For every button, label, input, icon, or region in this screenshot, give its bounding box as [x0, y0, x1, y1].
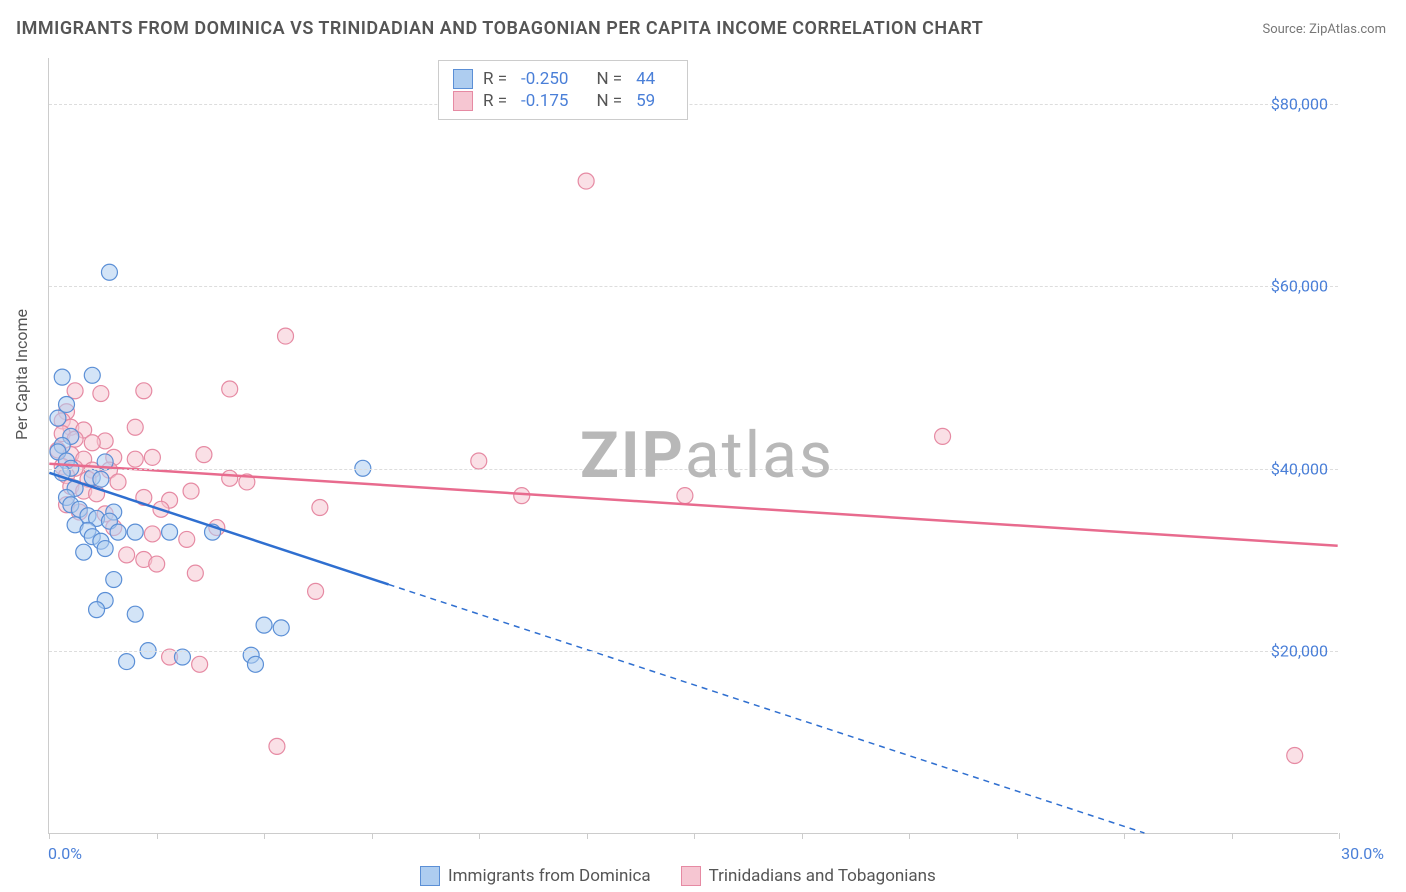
scatter-point — [127, 524, 143, 540]
legend-stats-row-a: R = -0.250 N = 44 — [453, 69, 673, 89]
scatter-point — [1287, 748, 1303, 764]
y-tick-label: $40,000 — [1271, 459, 1328, 478]
n-value-b: 59 — [636, 91, 655, 111]
scatter-point — [136, 383, 152, 399]
n-value-a: 44 — [636, 69, 655, 89]
y-tick-label: $60,000 — [1271, 277, 1328, 296]
scatter-point — [97, 541, 113, 557]
chart-title: IMMIGRANTS FROM DOMINICA VS TRINIDADIAN … — [16, 18, 983, 39]
scatter-point — [110, 524, 126, 540]
scatter-point — [514, 488, 530, 504]
scatter-point — [179, 531, 195, 547]
trend-line-a-solid — [49, 473, 388, 585]
plot-area: $20,000 $40,000 $60,000 $80,000 — [48, 58, 1338, 834]
r-value-b: -0.175 — [521, 91, 568, 111]
scatter-point — [196, 447, 212, 463]
bottom-swatch-b-icon — [681, 866, 701, 886]
scatter-point — [67, 383, 83, 399]
scatter-point — [119, 547, 135, 563]
y-tick-label: $20,000 — [1271, 642, 1328, 661]
chart-svg — [49, 58, 1338, 833]
scatter-point — [162, 524, 178, 540]
x-axis-min-label: 0.0% — [48, 844, 82, 863]
scatter-point — [183, 483, 199, 499]
bottom-legend-label-b: Trinidadians and Tobagonians — [709, 866, 936, 886]
scatter-point — [308, 583, 324, 599]
r-label-b: R = — [483, 91, 507, 111]
bottom-legend-label-a: Immigrants from Dominica — [448, 866, 651, 886]
source-attribution: Source: ZipAtlas.com — [1262, 22, 1386, 37]
bottom-swatch-a-icon — [420, 866, 440, 886]
x-axis-max-label: 30.0% — [1341, 844, 1384, 863]
legend-stats-row-b: R = -0.175 N = 59 — [453, 91, 673, 111]
scatter-point — [278, 328, 294, 344]
scatter-point — [50, 410, 66, 426]
scatter-point — [222, 381, 238, 397]
scatter-point — [312, 500, 328, 516]
bottom-legend-item-b: Trinidadians and Tobagonians — [681, 866, 936, 886]
bottom-legend: Immigrants from Dominica Trinidadians an… — [420, 866, 936, 886]
r-label-a: R = — [483, 69, 507, 89]
n-label-a: N = — [596, 69, 622, 89]
scatter-point — [101, 264, 117, 280]
bottom-legend-item-a: Immigrants from Dominica — [420, 866, 651, 886]
scatter-point — [106, 572, 122, 588]
n-label-b: N = — [596, 91, 622, 111]
y-axis-label: Per Capita Income — [12, 309, 31, 440]
scatter-point — [89, 602, 105, 618]
scatter-point — [84, 435, 100, 451]
scatter-point — [54, 369, 70, 385]
scatter-point — [247, 656, 263, 672]
scatter-point — [192, 656, 208, 672]
scatter-point — [677, 488, 693, 504]
scatter-point — [127, 419, 143, 435]
scatter-point — [84, 367, 100, 383]
scatter-point — [119, 654, 135, 670]
scatter-point — [256, 617, 272, 633]
scatter-point — [187, 565, 203, 581]
swatch-b-icon — [453, 91, 473, 111]
trend-line-b — [49, 464, 1337, 546]
scatter-point — [127, 606, 143, 622]
scatter-point — [76, 544, 92, 560]
scatter-point — [144, 526, 160, 542]
scatter-point — [110, 474, 126, 490]
scatter-point — [269, 738, 285, 754]
scatter-point — [222, 470, 238, 486]
scatter-point — [149, 556, 165, 572]
scatter-point — [93, 386, 109, 402]
scatter-point — [935, 428, 951, 444]
scatter-point — [578, 173, 594, 189]
swatch-a-icon — [453, 69, 473, 89]
scatter-point — [93, 471, 109, 487]
scatter-point — [273, 620, 289, 636]
scatter-point — [144, 449, 160, 465]
scatter-point — [59, 396, 75, 412]
scatter-point — [471, 453, 487, 469]
r-value-a: -0.250 — [521, 69, 568, 89]
scatter-point — [127, 451, 143, 467]
trend-line-a-dashed — [389, 584, 1145, 833]
y-tick-label: $80,000 — [1271, 94, 1328, 113]
legend-stats-box: R = -0.250 N = 44 R = -0.175 N = 59 — [438, 60, 688, 120]
